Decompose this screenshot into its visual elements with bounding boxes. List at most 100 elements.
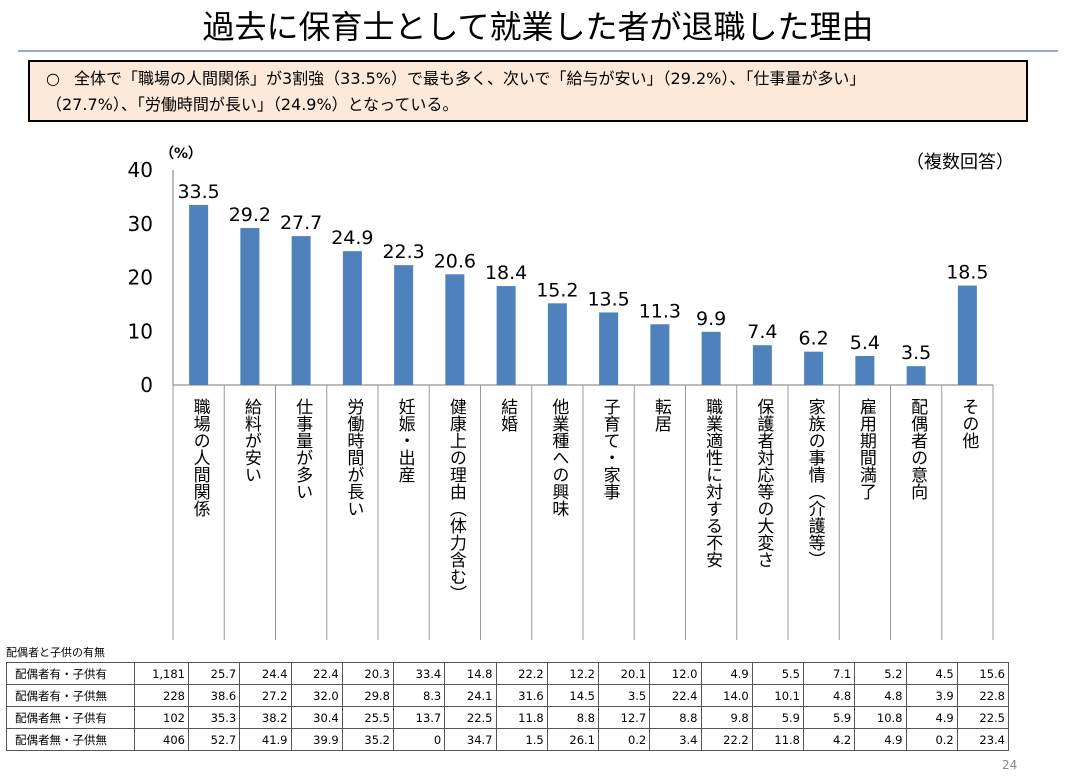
table-cell: 0.2 <box>597 728 651 751</box>
category-label: 他業種への興味 <box>548 398 569 517</box>
summary-box: ○ 全体で「職場の人間関係」が3割強（33.5%）で最も多く、次いで「給与が安い」… <box>28 60 1028 122</box>
table-cell: 31.6 <box>495 684 548 707</box>
table-cell: 39.9 <box>290 728 343 751</box>
category-label: 妊娠・出産 <box>394 398 415 483</box>
category-label: 配偶者の意向 <box>907 398 928 500</box>
table-cell: 4.8 <box>802 684 856 707</box>
title-divider <box>18 50 1058 52</box>
row-label: 配偶者有・子供無 <box>6 684 135 707</box>
table-row: 配偶者有・子供有 1,181 25.7 24.4 22.4 20.3 33.4 14.8 22.… <box>6 662 1010 685</box>
category-label: 家族の事情（介護等） <box>804 398 825 568</box>
y-axis-unit: （%） <box>160 146 203 162</box>
table-cell: 22.4 <box>290 662 343 685</box>
table-cell: 14.5 <box>546 684 600 707</box>
table-cell: 12.0 <box>649 662 702 685</box>
table-cell: 8.8 <box>649 706 702 729</box>
table-cell: 5.2 <box>854 662 907 685</box>
category-label: 職場の人間関係 <box>189 398 210 517</box>
table-cell: 29.8 <box>341 684 395 707</box>
category-label: 結婚 <box>497 398 518 432</box>
table-caption: 配偶者と子供の有無 <box>6 646 105 659</box>
summary-line-2: （27.7%）、「労働時間が長い」（24.9%）となっている。 <box>46 95 459 114</box>
table-cell: 3.9 <box>905 684 958 707</box>
y-tick-label: 40 <box>128 158 153 182</box>
sample-count: 102 <box>134 706 189 729</box>
table-cell: 1.5 <box>495 728 548 751</box>
table-cell: 20.3 <box>341 662 395 685</box>
table-cell: 27.2 <box>239 684 292 707</box>
table-cell: 22.2 <box>700 728 753 751</box>
table-cell: 4.8 <box>854 684 907 707</box>
table-cell: 22.5 <box>956 706 1010 729</box>
table-cell: 3.5 <box>597 684 651 707</box>
bar-value-label: 22.3 <box>382 241 424 263</box>
table-cell: 25.5 <box>341 706 395 729</box>
table-cell: 35.2 <box>341 728 395 751</box>
breakdown-table: 配偶者有・子供有 1,181 25.7 24.4 22.4 20.3 33.4 14.8 22.… <box>6 662 1010 751</box>
sample-count: 228 <box>134 684 189 707</box>
table-cell: 24.4 <box>239 662 292 685</box>
table-cell: 15.6 <box>956 662 1010 685</box>
bar <box>804 351 824 385</box>
summary-line-1: ○ 全体で「職場の人間関係」が3割強（33.5%）で最も多く、次いで「給与が安い」… <box>46 66 1012 92</box>
table-cell: 22.8 <box>956 684 1010 707</box>
category-label: 転居 <box>650 398 671 432</box>
table-cell: 25.7 <box>187 662 241 685</box>
category-label: 労働時間が長い <box>343 398 364 517</box>
y-tick-label: 20 <box>128 266 153 290</box>
table-cell: 10.8 <box>854 706 907 729</box>
table-cell: 5.9 <box>751 706 805 729</box>
bar <box>650 324 670 385</box>
category-label: 子育て・家事 <box>599 398 620 500</box>
table-cell: 7.1 <box>802 662 856 685</box>
table-cell: 52.7 <box>187 728 241 751</box>
table-cell: 8.3 <box>392 684 446 707</box>
bar-value-label: 7.4 <box>747 321 777 343</box>
table-cell: 22.5 <box>444 706 497 729</box>
y-tick-label: 10 <box>128 319 153 343</box>
bar-value-label: 6.2 <box>799 328 829 350</box>
table-cell: 0.2 <box>905 728 958 751</box>
bar-value-label: 3.5 <box>901 342 931 364</box>
bar <box>342 251 362 385</box>
table-cell: 12.7 <box>597 706 651 729</box>
bar-value-label: 15.2 <box>536 279 578 301</box>
bar-value-label: 18.4 <box>485 262 527 284</box>
sample-count: 1,181 <box>134 662 189 685</box>
bar <box>547 303 567 385</box>
table-cell: 33.4 <box>392 662 446 685</box>
table-cell: 5.9 <box>802 706 856 729</box>
table-cell: 22.4 <box>649 684 702 707</box>
table-cell: 14.0 <box>700 684 753 707</box>
table-cell: 34.7 <box>444 728 497 751</box>
table-cell: 26.1 <box>546 728 600 751</box>
category-label: 給料が安い <box>240 398 261 483</box>
bar <box>752 345 772 385</box>
bar-value-label: 9.9 <box>696 308 726 330</box>
category-label: 仕事量が多い <box>292 398 313 500</box>
table-cell: 22.2 <box>495 662 548 685</box>
table-cell: 4.2 <box>802 728 856 751</box>
table-cell: 5.5 <box>751 662 805 685</box>
row-label: 配偶者有・子供有 <box>6 662 135 685</box>
table-cell: 24.1 <box>444 684 497 707</box>
table-cell: 11.8 <box>495 706 548 729</box>
table-cell: 14.8 <box>444 662 497 685</box>
table-cell: 30.4 <box>290 706 343 729</box>
bar <box>957 285 977 385</box>
sample-count: 406 <box>134 728 189 751</box>
bar-value-label: 20.6 <box>434 250 476 272</box>
bar-value-label: 13.5 <box>587 288 629 310</box>
row-label: 配偶者無・子供有 <box>6 706 135 729</box>
table-cell: 9.8 <box>700 706 753 729</box>
table-cell: 3.4 <box>649 728 702 751</box>
bar <box>189 204 209 385</box>
y-tick-label: 0 <box>140 373 153 397</box>
row-label: 配偶者無・子供無 <box>6 728 135 751</box>
bar-value-label: 5.4 <box>850 332 880 354</box>
bar <box>496 286 516 385</box>
bullet-circle-icon: ○ <box>46 69 60 88</box>
bar-chart: 0 10 20 30 40 33.5 29.2 27.7 24.9 22.3 20.6 18.4 15.… <box>128 158 994 640</box>
table-cell: 32.0 <box>290 684 343 707</box>
page-title: 過去に保育士として就業した者が退職した理由 <box>202 8 874 46</box>
